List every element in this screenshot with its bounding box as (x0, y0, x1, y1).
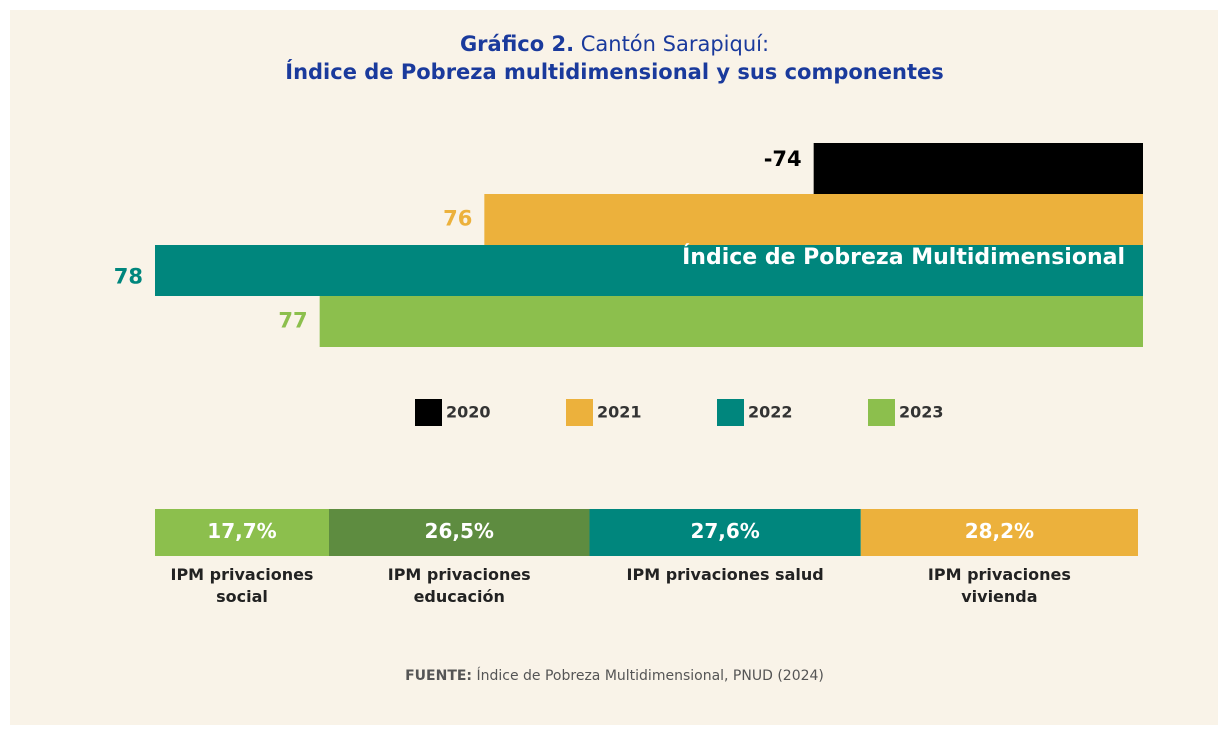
legend-label: 2022 (748, 403, 793, 422)
legend-swatch (415, 399, 442, 426)
category-label: IPM privaciones educación (387, 565, 531, 606)
legend-swatch (566, 399, 593, 426)
category-label: IPM privaciones vivienda (927, 565, 1071, 606)
segment (589, 509, 861, 556)
title-text: Cantón Sarapiquí: (580, 32, 770, 56)
title-label: Gráfico 2. (459, 32, 575, 56)
legend-swatch (868, 399, 895, 426)
segment (328, 509, 590, 556)
segment-label: 17,7% (207, 519, 276, 543)
segment (155, 509, 329, 556)
bar (319, 296, 1144, 347)
bar (484, 194, 1143, 245)
segment-label: 27,6% (690, 519, 759, 543)
bar (155, 245, 1143, 296)
bar-value-label: -74 (764, 147, 802, 171)
panel (10, 10, 1218, 725)
bar (813, 143, 1143, 194)
legend-label: 2023 (899, 403, 944, 422)
annotation: Índice de Pobreza Multidimensional (682, 244, 1125, 270)
source-text: Índice de Pobreza Multidimensional, PNUD… (476, 668, 824, 684)
segment-label: 28,2% (965, 519, 1034, 543)
source: FUENTE: Índice de Pobreza Multidimension… (0, 668, 1229, 684)
bar-value-label: 78 (114, 265, 143, 289)
legend-swatch (717, 399, 744, 426)
category-label: IPM privaciones salud (626, 565, 824, 584)
segment-label: 26,5% (425, 519, 494, 543)
segment (860, 509, 1138, 556)
bar-value-label: 77 (278, 309, 307, 333)
subtitle: Índice de Pobreza multidimensional y sus… (285, 60, 944, 84)
legend-label: 2021 (597, 403, 642, 422)
category-label: IPM privaciones social (170, 565, 314, 606)
bar-value-label: 76 (443, 207, 472, 231)
source-label: FUENTE: (405, 668, 473, 684)
legend-label: 2020 (446, 403, 491, 422)
title: Gráfico 2. Cantón Sarapiquí: Índice de P… (0, 30, 1229, 86)
